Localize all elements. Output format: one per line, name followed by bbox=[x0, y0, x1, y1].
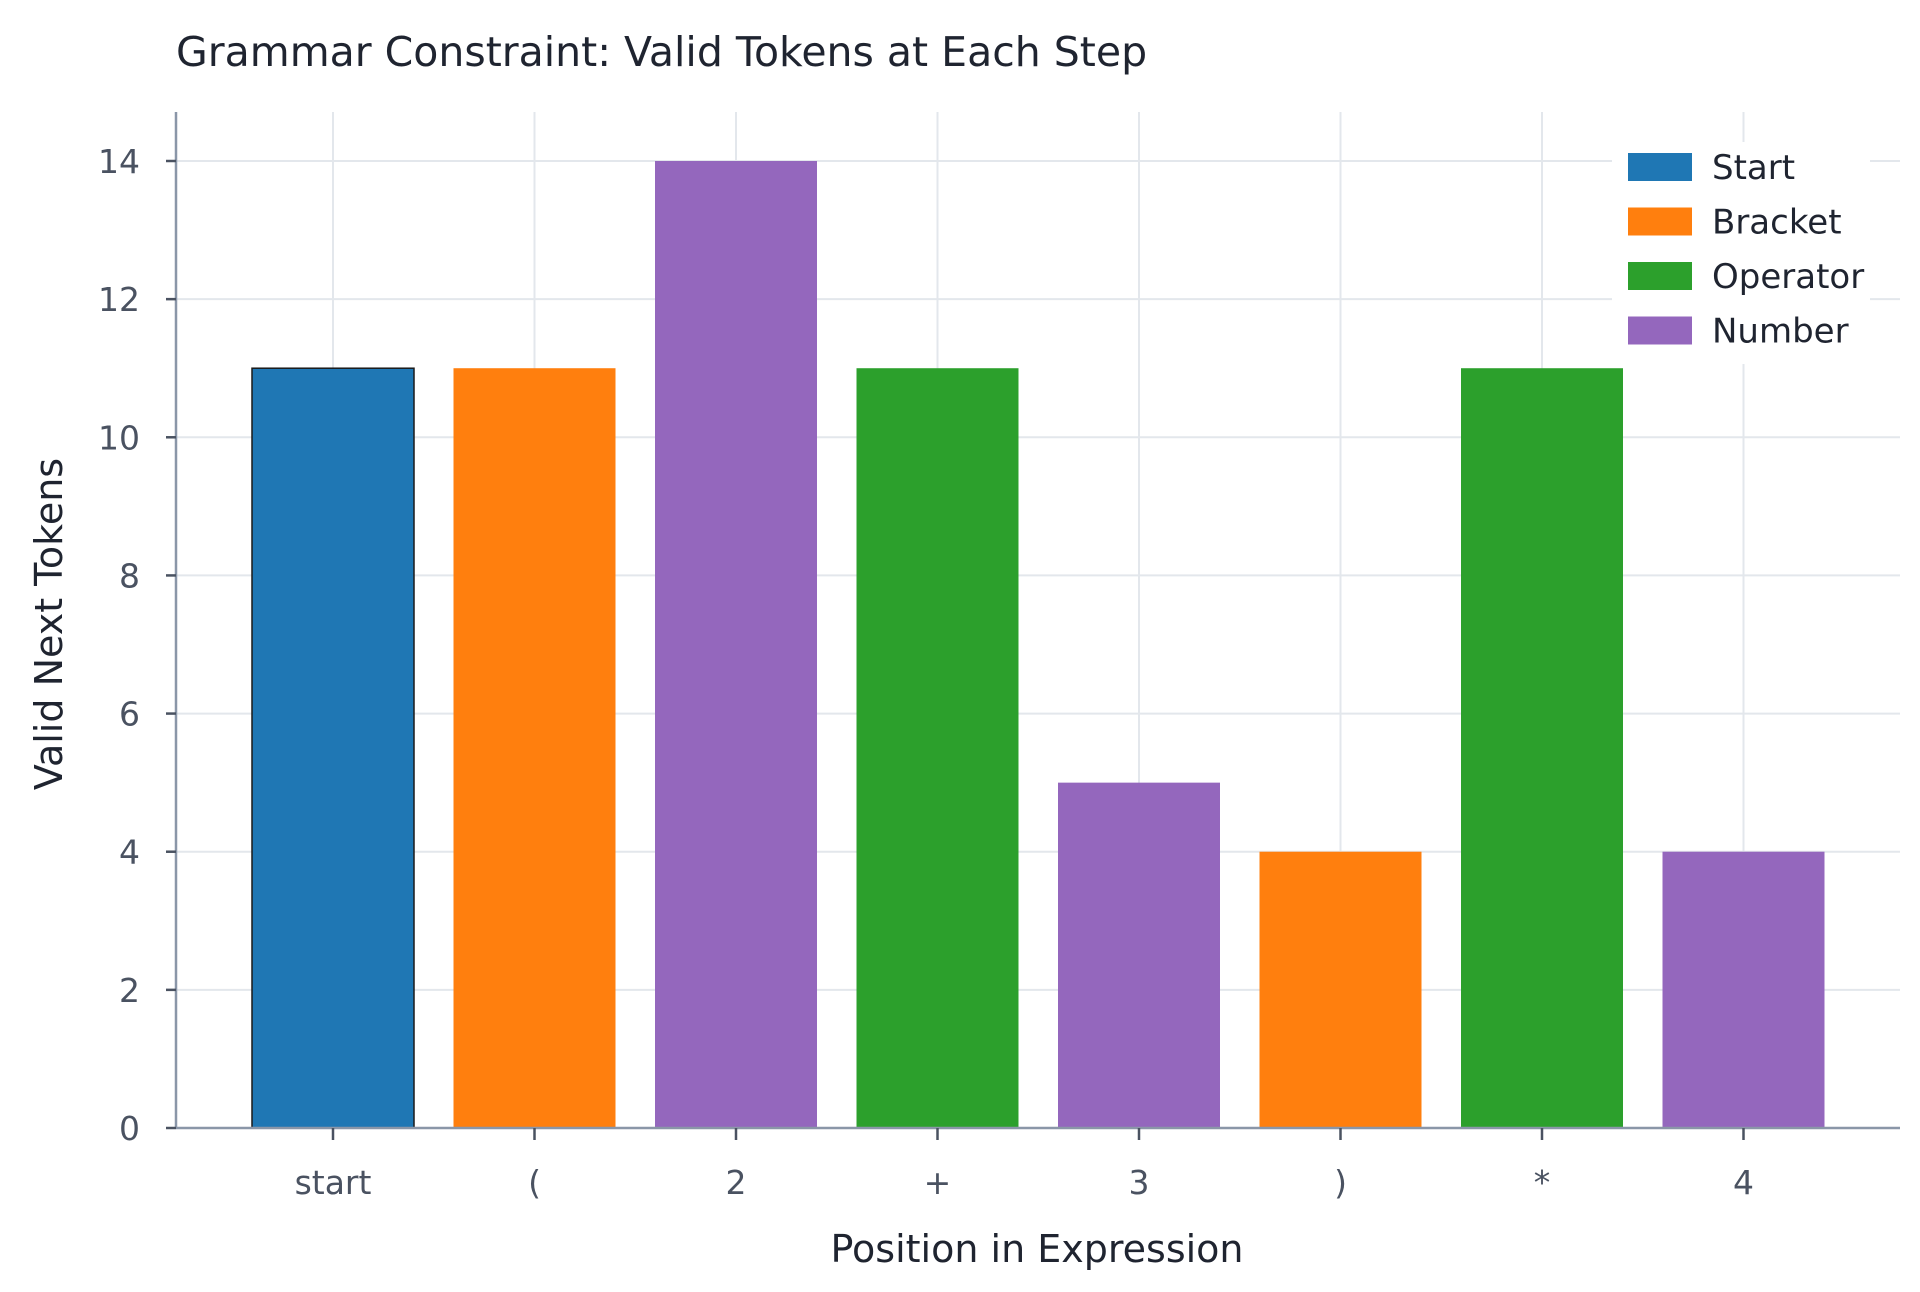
x-tick-label: 3 bbox=[1129, 1163, 1150, 1202]
legend-swatch bbox=[1628, 207, 1692, 236]
legend-label: Operator bbox=[1712, 257, 1864, 297]
y-axis-label: Valid Next Tokens bbox=[27, 458, 71, 790]
y-tick-label: 4 bbox=[119, 833, 140, 872]
bar-6 bbox=[1259, 851, 1422, 1128]
legend-label: Bracket bbox=[1712, 203, 1842, 243]
x-tick-label: * bbox=[1534, 1163, 1551, 1202]
bar-7 bbox=[1461, 368, 1623, 1128]
x-tick-label: start bbox=[295, 1163, 372, 1202]
legend-swatch bbox=[1628, 262, 1692, 290]
bars bbox=[251, 161, 1825, 1129]
y-tick-label: 8 bbox=[119, 556, 140, 595]
x-tick-label: ) bbox=[1334, 1163, 1347, 1202]
x-tick-label: 4 bbox=[1733, 1163, 1754, 1202]
legend: Start Bracket Operator Number bbox=[1612, 142, 1870, 364]
x-tick-label: ( bbox=[528, 1163, 541, 1202]
legend-swatch bbox=[1628, 316, 1692, 345]
y-tick-label: 12 bbox=[98, 280, 140, 319]
legend-label: Number bbox=[1712, 312, 1849, 352]
axes bbox=[174, 112, 1900, 1130]
bar-4 bbox=[856, 368, 1019, 1128]
tick-labels: 0 2 4 6 8 10 12 14 start (2 +3) * 4 bbox=[98, 142, 1754, 1202]
bar-1 bbox=[251, 367, 415, 1129]
bar-5 bbox=[1058, 782, 1220, 1128]
chart-title: Grammar Constraint: Valid Tokens at Each… bbox=[176, 28, 1147, 76]
y-tick-label: 0 bbox=[119, 1109, 140, 1148]
bar-2 bbox=[453, 368, 616, 1128]
x-axis-label: Position in Expression bbox=[830, 1227, 1243, 1271]
bar-3 bbox=[655, 161, 817, 1128]
y-tick-label: 14 bbox=[98, 142, 140, 181]
x-tick-label: + bbox=[924, 1163, 952, 1202]
legend-swatch bbox=[1628, 153, 1692, 181]
x-tick-label: 2 bbox=[726, 1163, 747, 1202]
y-tick-label: 2 bbox=[119, 971, 140, 1010]
y-tick-label: 10 bbox=[98, 418, 140, 457]
legend-label: Start bbox=[1712, 148, 1795, 188]
y-tick-label: 6 bbox=[119, 695, 140, 734]
bar-8 bbox=[1662, 851, 1825, 1128]
